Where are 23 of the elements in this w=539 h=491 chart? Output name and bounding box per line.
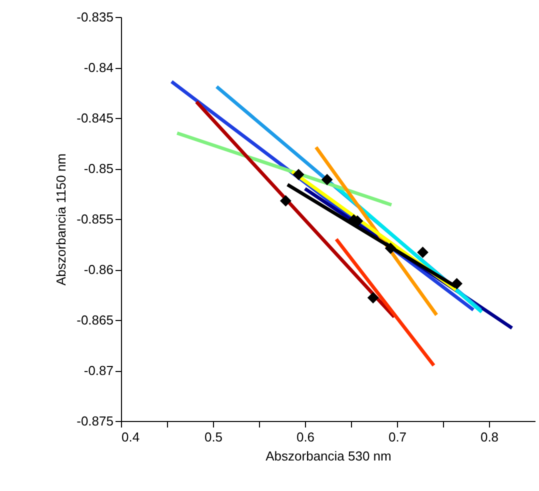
- y-tick-label: -0.875: [76, 414, 114, 428]
- y-axis-title: Abszorbancia 1150 nm: [54, 153, 69, 286]
- x-axis-title: Abszorbancia 530 nm: [266, 448, 392, 464]
- x-tick-label: 0.7: [388, 430, 407, 444]
- x-tick-label: 0.6: [296, 430, 315, 444]
- x-tick-label: 0.8: [480, 430, 499, 444]
- point: [417, 246, 428, 258]
- y-tick-label: -0.84: [84, 60, 114, 75]
- y-tick-label: -0.87: [84, 363, 114, 378]
- y-tick-label: -0.845: [76, 110, 114, 126]
- y-tick-label: -0.85: [84, 161, 114, 176]
- y-tick-label: -0.86: [84, 262, 114, 277]
- y-tick-label: -0.865: [76, 312, 114, 328]
- point: [292, 168, 304, 180]
- x-tick-label: 0.4: [122, 430, 140, 444]
- point: [321, 174, 333, 186]
- point: [280, 195, 292, 207]
- x-tick-label: 0.5: [204, 430, 223, 444]
- point: [451, 278, 462, 290]
- y-tick-label: -0.835: [76, 10, 114, 24]
- point: [367, 292, 379, 304]
- y-tick-label: -0.855: [76, 212, 114, 226]
- point: [384, 242, 396, 254]
